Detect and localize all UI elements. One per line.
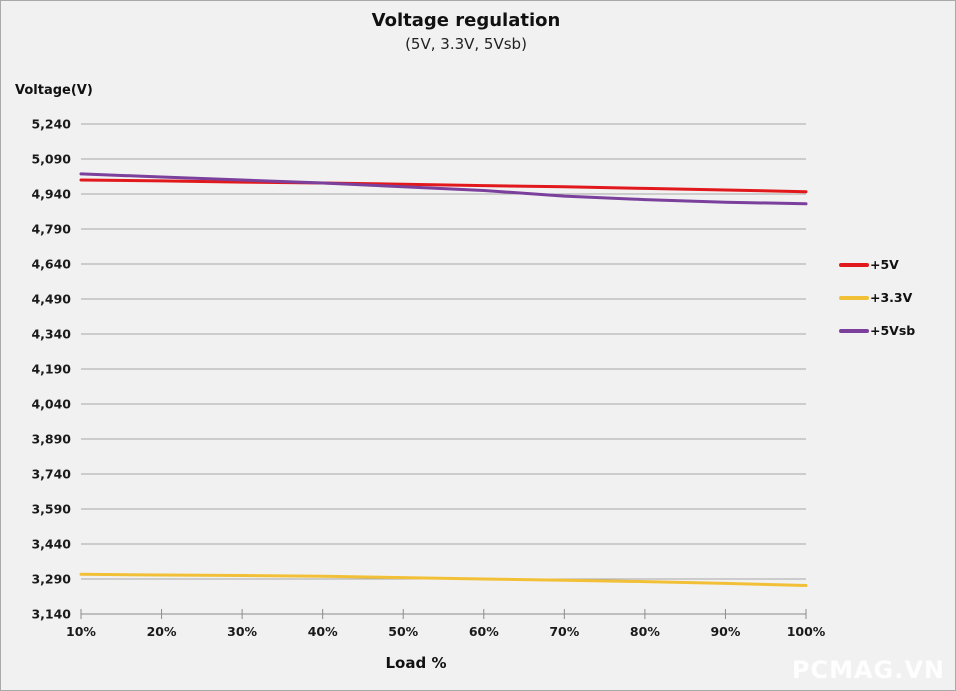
- x-tick-label: 20%: [147, 624, 177, 639]
- y-tick-label: 5,240: [31, 117, 71, 132]
- y-axis-title: Voltage(V): [15, 83, 93, 98]
- x-tick-label: 30%: [227, 624, 257, 639]
- y-tick-label: 3,440: [31, 537, 71, 552]
- x-axis-title: Load %: [385, 654, 447, 672]
- legend-swatch-3v3: [839, 295, 869, 300]
- y-tick-label: 4,640: [31, 257, 71, 272]
- legend-item-5v: +5V: [839, 248, 915, 281]
- series-line-5v: [79, 178, 808, 194]
- y-tick-label: 3,740: [31, 467, 71, 482]
- legend-swatch-5v: [839, 262, 869, 267]
- x-tick-label: 70%: [549, 624, 579, 639]
- legend-label-3v3: +3.3V: [870, 290, 913, 305]
- y-tick-label: 4,940: [31, 187, 71, 202]
- watermark: PCMAG.VN: [791, 656, 945, 684]
- chart-subtitle: (5V, 3.3V, 5Vsb): [405, 35, 527, 53]
- x-tick-label: 80%: [630, 624, 660, 639]
- x-tick-label: 10%: [66, 624, 96, 639]
- y-tick-label: 3,290: [31, 572, 71, 587]
- series-line-5vsb: [79, 172, 808, 206]
- x-tick-label: 90%: [710, 624, 740, 639]
- x-tick-label: 60%: [469, 624, 499, 639]
- y-tick-label: 3,140: [31, 607, 71, 622]
- legend: +5V +3.3V +5Vsb: [839, 248, 915, 347]
- x-tick-label: 50%: [388, 624, 418, 639]
- x-tick-label: 100%: [787, 624, 826, 639]
- chart-title: Voltage regulation: [371, 10, 561, 31]
- y-tick-label: 3,890: [31, 432, 71, 447]
- y-tick-label: 4,340: [31, 327, 71, 342]
- y-tick-label: 4,190: [31, 362, 71, 377]
- legend-label-5vsb: +5Vsb: [870, 323, 916, 338]
- x-tick-label: 40%: [308, 624, 338, 639]
- y-tick-label: 4,490: [31, 292, 71, 307]
- y-tick-label: 4,790: [31, 222, 71, 237]
- y-tick-label: 4,040: [31, 397, 71, 412]
- legend-label-5v: +5V: [870, 257, 899, 272]
- y-tick-label: 3,590: [31, 502, 71, 517]
- y-tick-label: 5,090: [31, 152, 71, 167]
- series-line-3.3v: [79, 572, 808, 587]
- legend-swatch-5vsb: [839, 328, 869, 333]
- legend-item-3v3: +3.3V: [839, 281, 915, 314]
- legend-item-5vsb: +5Vsb: [839, 314, 915, 347]
